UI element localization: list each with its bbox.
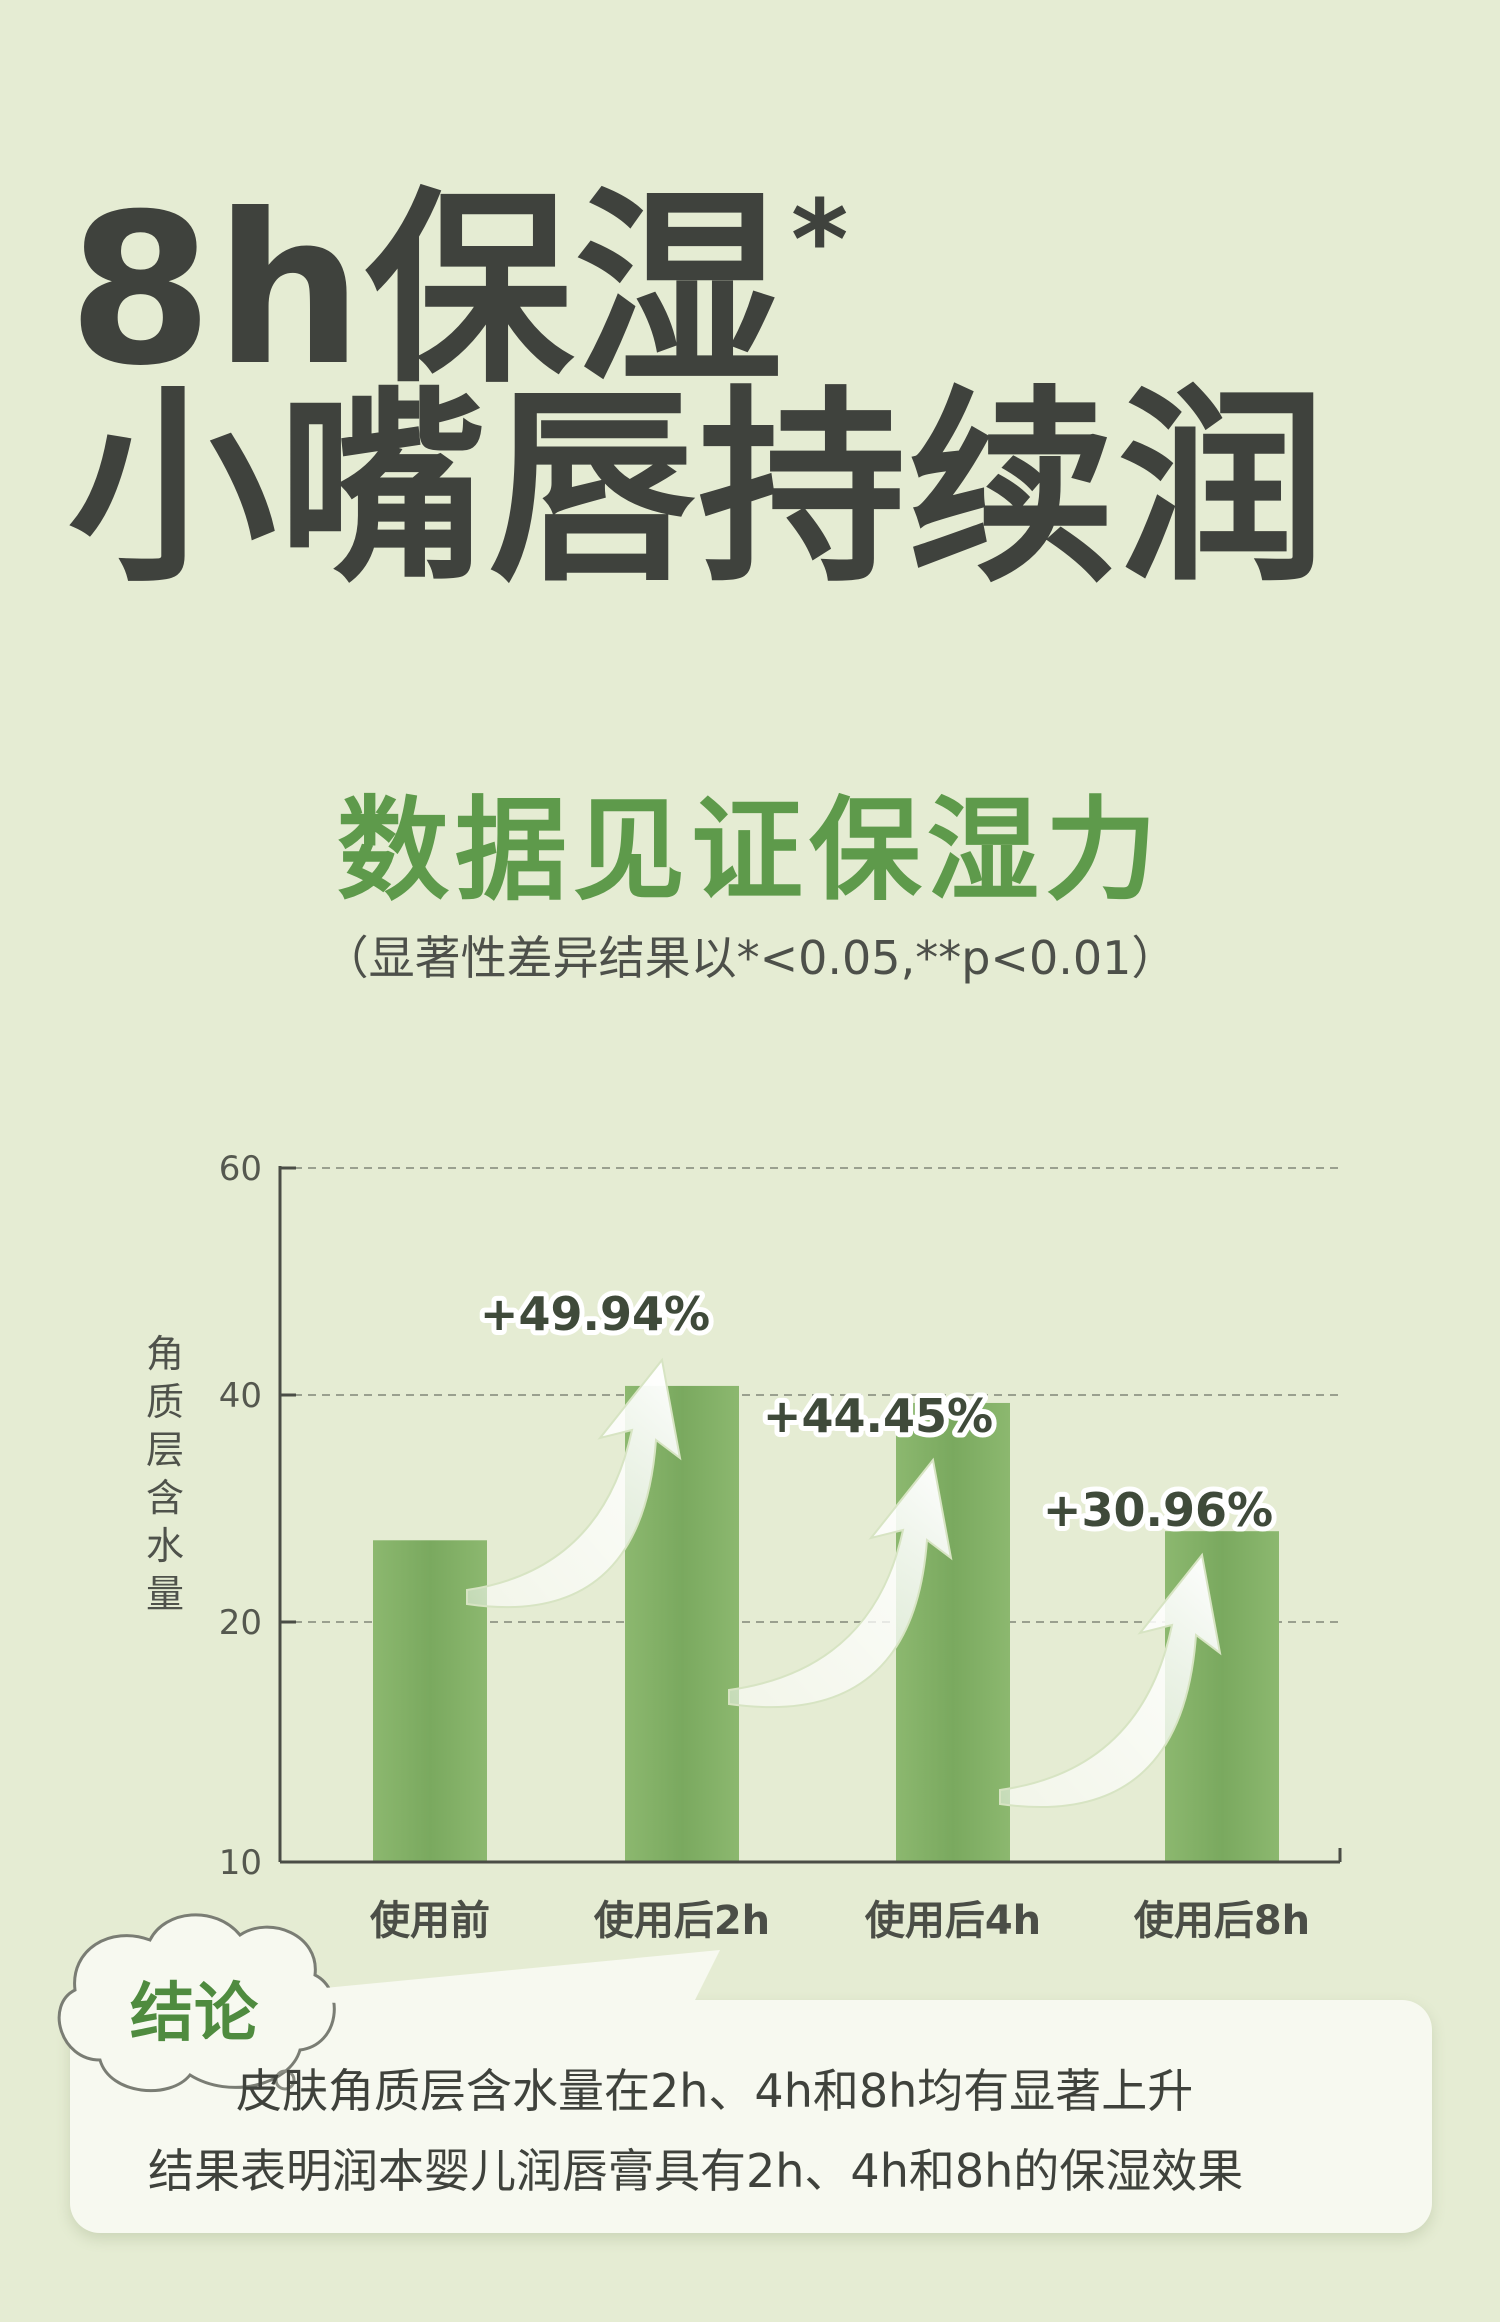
x-category-label: 使用后8h: [1134, 1898, 1310, 1944]
headline-line-1: 8h保湿*: [68, 120, 850, 411]
growth-percent-label: +49.94%: [480, 1287, 710, 1341]
bar: [896, 1402, 1010, 1862]
asterisk-mark: *: [790, 176, 851, 304]
growth-arrow: [728, 1457, 953, 1709]
headline-text-1: 8h保湿: [68, 170, 785, 412]
headline-line-2: 小嘴唇持续润: [68, 369, 1328, 611]
y-axis-label: 角质层含水量: [145, 1332, 184, 1616]
growth-percent-label: +30.96%: [1043, 1483, 1273, 1537]
conclusion-line-2: 结果表明润本婴儿润唇膏具有2h、4h和8h的保湿效果: [148, 2144, 1244, 2198]
growth-arrow: [466, 1357, 682, 1609]
growth-percent-label: +44.45%: [763, 1389, 993, 1443]
growth-arrow: [999, 1552, 1222, 1809]
significance-note: （显著性差异结果以*<0.05,**p<0.01）: [322, 931, 1178, 985]
x-category-label: 使用后2h: [594, 1898, 770, 1944]
conclusion-title: 结论: [130, 1977, 258, 2051]
y-tick-label: 20: [219, 1603, 262, 1643]
conclusion-line-1: 皮肤角质层含水量在2h、4h和8h均有显著上升: [236, 2064, 1194, 2118]
x-category-label: 使用前: [370, 1898, 490, 1944]
x-category-label: 使用后4h: [865, 1898, 1041, 1944]
y-tick-label: 10: [219, 1843, 262, 1883]
y-tick-label: 40: [219, 1376, 262, 1416]
y-tick-label: 60: [219, 1149, 262, 1189]
section-title: 数据见证保湿力: [337, 786, 1163, 916]
